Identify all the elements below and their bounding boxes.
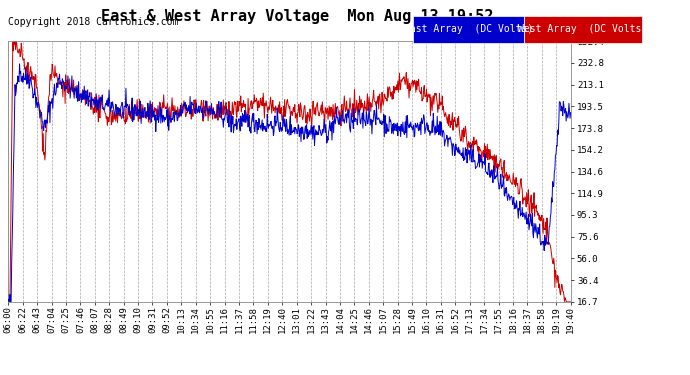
Text: Copyright 2018 Cartronics.com: Copyright 2018 Cartronics.com [8, 17, 179, 27]
Text: East Array  (DC Volts): East Array (DC Volts) [404, 24, 533, 34]
Text: East & West Array Voltage  Mon Aug 13 19:52: East & West Array Voltage Mon Aug 13 19:… [101, 9, 493, 24]
Text: West Array  (DC Volts): West Array (DC Volts) [518, 24, 648, 34]
